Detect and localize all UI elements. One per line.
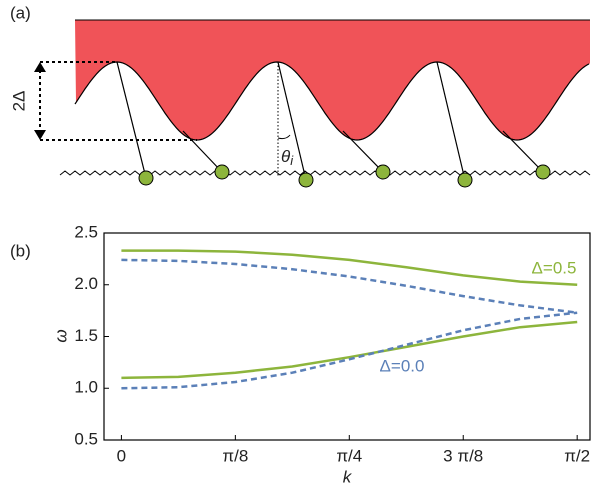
particles [138,164,551,188]
branch-line [121,311,578,390]
x-axis-label: k [343,467,353,486]
y-tick-label: 0.5 [74,429,98,448]
branch-line [121,320,578,380]
y-tick-label: 1.5 [74,326,98,345]
panel-label: (b) [10,241,31,260]
gap-label: 2Δ [9,91,28,112]
x-tick-label: π/8 [222,446,248,465]
y-axis-label: ω [51,329,70,342]
branch-line [121,258,578,314]
x-tick-label: π/2 [564,446,590,465]
series-label: Δ=0.5 [532,258,577,277]
series-label: Δ=0.0 [380,356,425,375]
plot-frame [103,232,591,441]
angle-arc [277,134,291,140]
panel-label: (a) [10,3,31,22]
angle-label: θi [281,147,294,168]
x-tick-label: π/4 [336,446,362,465]
y-tick-label: 1.0 [74,378,98,397]
substrate [75,20,590,140]
y-tick-label: 2.0 [74,274,98,293]
surface-curve [74,61,590,141]
x-tick-label: 3 π/8 [443,446,483,465]
x-tick-label: 0 [117,446,126,465]
y-tick-label: 2.5 [74,222,98,241]
branch-line [121,249,578,287]
rods [116,61,544,181]
